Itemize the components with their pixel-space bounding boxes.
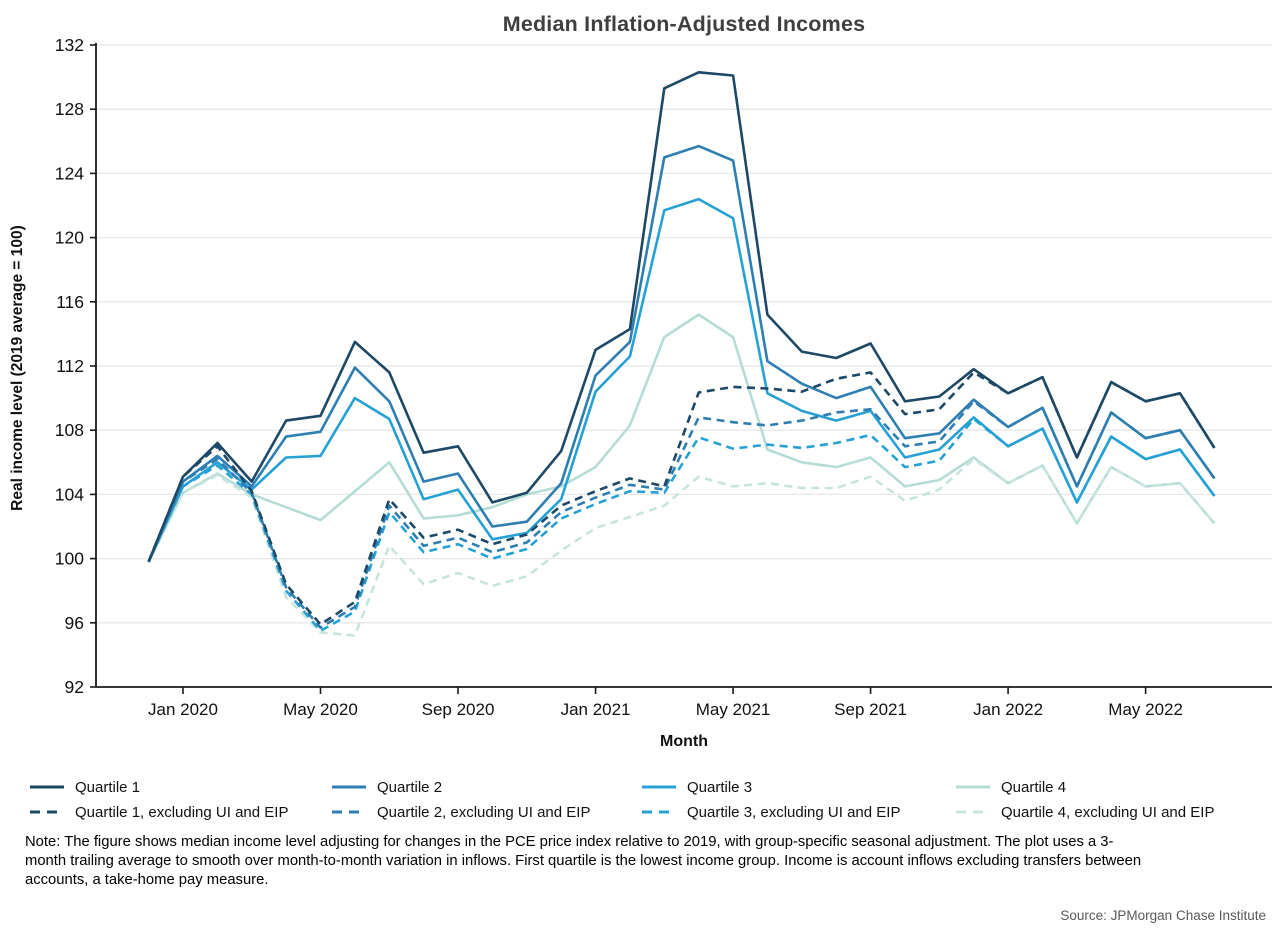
legend-item: Quartile 1, excluding UI and EIP [30,801,288,823]
legend-label: Quartile 4 [1001,778,1067,796]
legend-label: Quartile 2, excluding UI and EIP [377,803,591,821]
x-axis-label: Month [660,733,708,750]
legend-swatch [642,785,676,789]
legend-swatch [956,785,990,789]
legend-swatch [30,810,64,814]
y-tick-label: 124 [55,163,84,183]
source-text: Source: JPMorgan Chase Institute [1060,908,1266,923]
x-tick-label: Jan 2022 [973,700,1043,719]
y-tick-label: 116 [56,292,84,312]
y-tick-label: 92 [65,677,84,697]
legend-swatch [30,785,64,789]
x-tick-label: May 2020 [283,700,358,719]
x-tick-label: Sep 2021 [834,700,907,719]
x-tick-label: Jan 2021 [561,700,631,719]
series-line [147,417,1216,633]
series-line [147,399,1216,629]
legend-swatch [642,810,676,814]
y-tick-label: 100 [55,549,84,569]
legend-item: Quartile 2 [332,776,442,798]
legend-item: Quartile 4, excluding UI and EIP [956,801,1214,823]
legend-item: Quartile 2, excluding UI and EIP [332,801,590,823]
series-line [147,71,1216,563]
legend-item: Quartile 1 [30,776,140,798]
series-line [147,197,1216,563]
series-line [147,371,1216,626]
chart-title: Median Inflation-Adjusted Incomes [502,12,866,36]
y-axis-label: Real income level (2019 average = 100) [9,225,26,511]
plot-svg: 92 96 100 104 108 112 116 120 124 128 132 Jan 2020 M… [55,35,1272,719]
y-tick-label: 120 [55,228,84,248]
x-tick-label: May 2021 [696,700,771,719]
legend-label: Quartile 4, excluding UI and EIP [1001,803,1215,821]
legend-swatch [956,810,990,814]
y-tick-label: 112 [56,356,84,376]
legend-label: Quartile 1 [75,778,141,796]
note-text: Note: The figure shows median income lev… [25,834,1142,888]
legend-item: Quartile 4 [956,776,1066,798]
legend-item: Quartile 3 [642,776,752,798]
legend-swatch [332,810,366,814]
x-tick-label: Jan 2020 [148,700,218,719]
x-tick-label: May 2022 [1108,700,1183,719]
series-line [147,457,1216,637]
legend-label: Quartile 1, excluding UI and EIP [75,803,289,821]
legend-label: Quartile 3, excluding UI and EIP [687,803,901,821]
y-tick-label: 132 [55,35,84,55]
y-tick-label: 128 [55,99,84,119]
legend-label: Quartile 3 [687,778,753,796]
legend-swatch [332,785,366,789]
legend-label: Quartile 2 [377,778,443,796]
legend-item: Quartile 3, excluding UI and EIP [642,801,900,823]
y-tick-label: 96 [65,613,84,633]
y-tick-label: 104 [55,484,84,504]
x-tick-label: Sep 2020 [422,700,495,719]
series-line [147,144,1216,563]
y-tick-label: 108 [55,420,84,440]
